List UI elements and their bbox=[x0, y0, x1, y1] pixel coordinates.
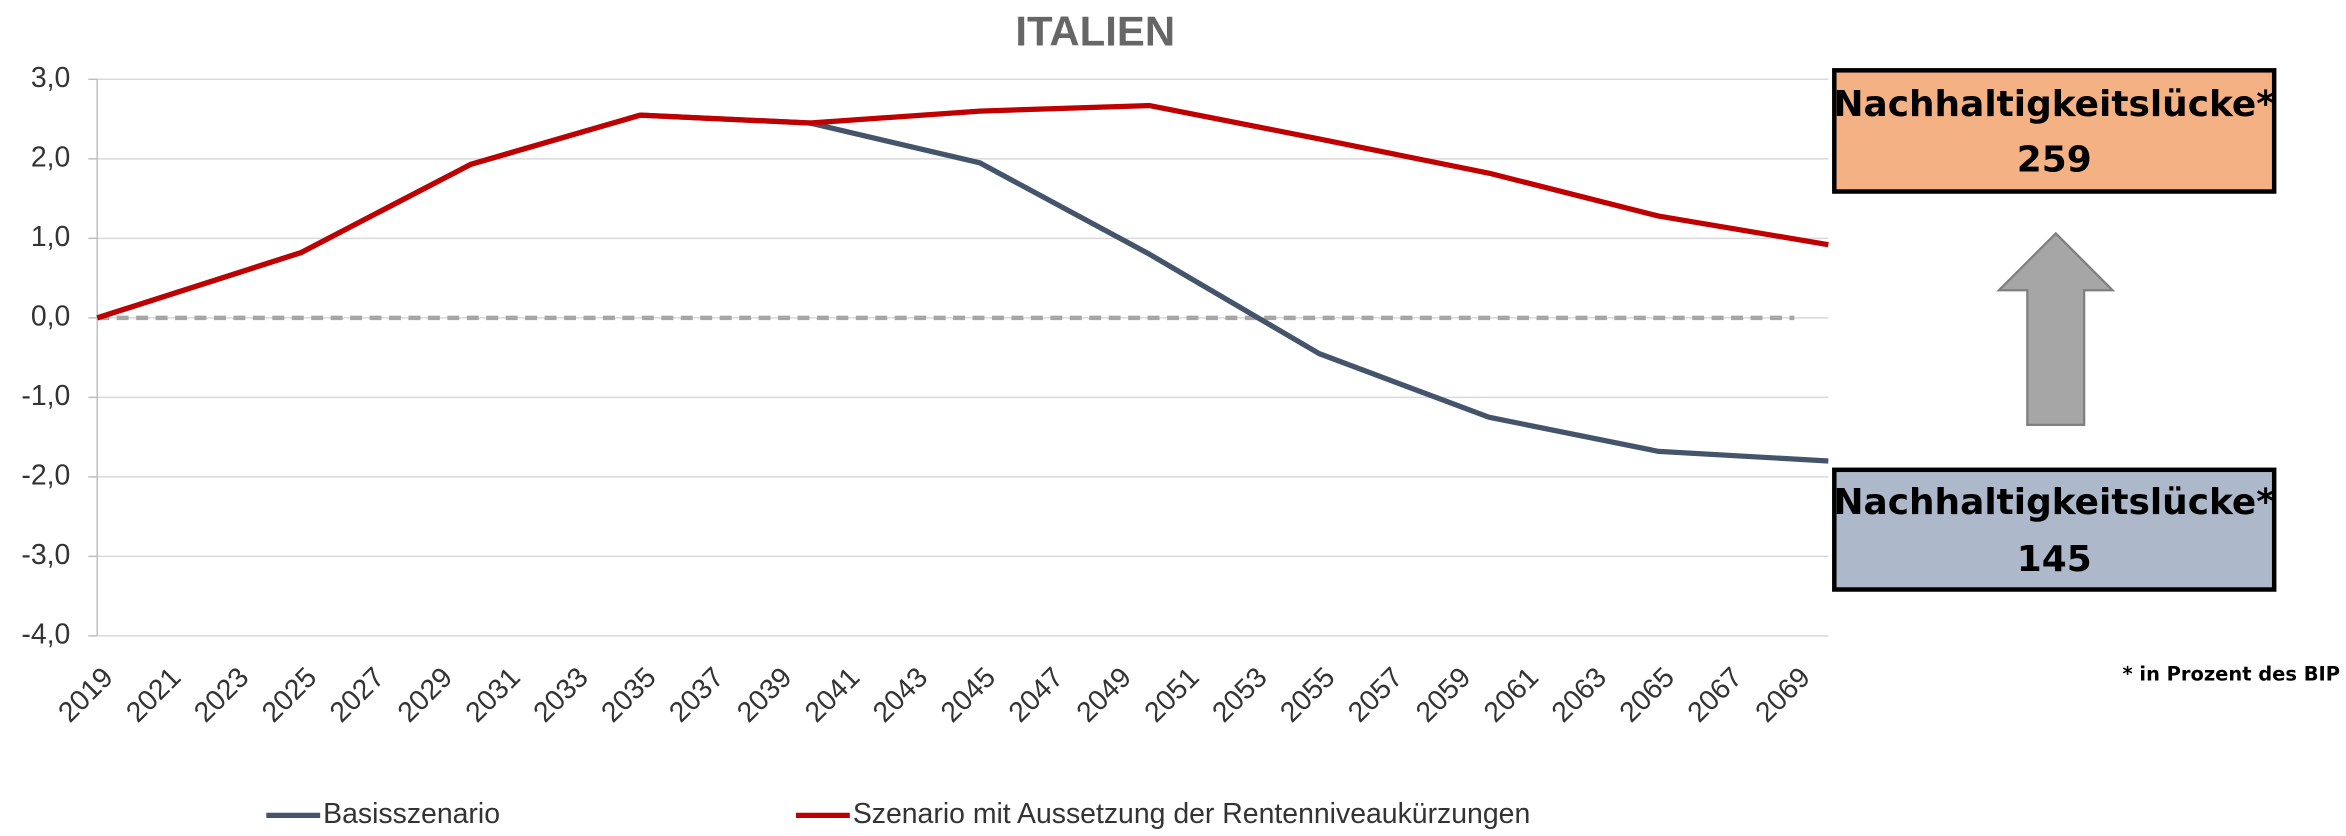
x-tick-label: 2049 bbox=[1070, 661, 1137, 728]
x-tick-label: 2025 bbox=[256, 661, 323, 728]
y-tick-label: -1,0 bbox=[21, 380, 70, 412]
x-tick-label: 2031 bbox=[459, 661, 526, 728]
x-tick-label: 2061 bbox=[1478, 661, 1545, 728]
x-tick-label: 2037 bbox=[663, 661, 730, 728]
x-tick-label: 2065 bbox=[1614, 661, 1681, 728]
annotation-value: 145 bbox=[2017, 539, 2092, 580]
y-tick-label: 1,0 bbox=[31, 221, 71, 253]
x-tick-label: 2063 bbox=[1546, 661, 1613, 728]
y-tick-label: 2,0 bbox=[31, 141, 71, 173]
y-tick-label: 3,0 bbox=[31, 62, 71, 94]
legend-label: Szenario mit Aussetzung der Rentenniveau… bbox=[853, 798, 1530, 830]
x-tick-label: 2059 bbox=[1410, 661, 1477, 728]
footnote: * in Prozent des BIP bbox=[2122, 662, 2340, 685]
x-tick-label: 2055 bbox=[1274, 661, 1341, 728]
line-series bbox=[96, 112, 1829, 464]
y-tick-label: -2,0 bbox=[21, 459, 70, 491]
x-tick-label: 2053 bbox=[1206, 661, 1273, 728]
x-tick-label: 2057 bbox=[1342, 661, 1409, 728]
line-series bbox=[96, 102, 1829, 321]
x-tick-label: 2021 bbox=[120, 661, 187, 728]
annotation-label: Nachhaltigkeitslücke* bbox=[1833, 84, 2275, 125]
x-tick-label: 2069 bbox=[1749, 661, 1816, 728]
annotation-label: Nachhaltigkeitslücke* bbox=[1833, 482, 2275, 523]
x-tick-label: 2023 bbox=[188, 661, 255, 728]
x-tick-label: 2041 bbox=[799, 661, 866, 728]
x-tick-label: 2067 bbox=[1681, 661, 1748, 728]
x-tick-label: 2039 bbox=[731, 661, 798, 728]
y-tick-label: 0,0 bbox=[31, 300, 71, 332]
arrow bbox=[1996, 231, 2116, 427]
x-tick-label: 2045 bbox=[935, 661, 1002, 728]
x-tick-label: 2027 bbox=[324, 661, 391, 728]
chart-title: ITALIEN bbox=[1015, 7, 1175, 54]
x-tick-label: 2033 bbox=[527, 661, 594, 728]
legend-label: Basisszenario bbox=[323, 798, 500, 830]
x-tick-label: 2047 bbox=[1003, 661, 1070, 728]
annotation-box bbox=[1832, 68, 2277, 194]
x-tick-label: 2043 bbox=[867, 661, 934, 728]
x-tick-label: 2019 bbox=[52, 661, 119, 728]
y-tick-label: -3,0 bbox=[21, 539, 70, 571]
x-tick-label: 2051 bbox=[1138, 661, 1205, 728]
x-tick-label: 2035 bbox=[595, 661, 662, 728]
x-tick-label: 2029 bbox=[392, 661, 459, 728]
y-tick-label: -4,0 bbox=[21, 618, 70, 650]
annotation-value: 259 bbox=[2017, 140, 2092, 181]
annotation-box bbox=[1832, 467, 2277, 592]
